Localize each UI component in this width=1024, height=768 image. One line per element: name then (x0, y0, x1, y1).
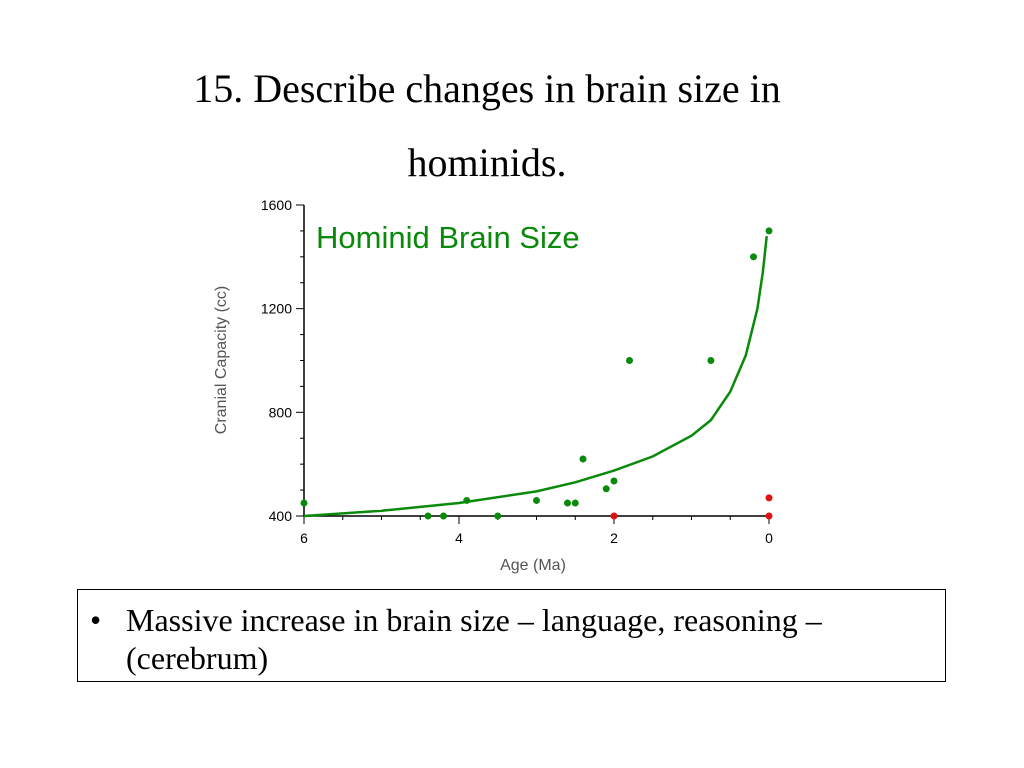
chart-title: Hominid Brain Size (316, 220, 580, 255)
points-layer (300, 227, 773, 520)
green-data-point (750, 253, 757, 261)
green-data-point (533, 496, 540, 504)
green-data-point (707, 357, 715, 364)
bullet-mark: • (90, 602, 102, 638)
y-axis-label: Cranial Capacity (cc) (213, 286, 230, 434)
y-tick-label: 1200 (261, 301, 292, 317)
red-data-point (765, 512, 773, 520)
green-data-point (579, 455, 587, 463)
green-data-point (494, 512, 502, 520)
green-data-point (440, 512, 447, 520)
x-axis-label: Age (Ma) (500, 557, 566, 574)
red-data-point (765, 494, 773, 502)
x-tick-label: 6 (300, 530, 308, 546)
slide-title-line-2: hominids. (407, 140, 567, 185)
slide-title-line-1: 15. Describe changes in brain size in (193, 66, 781, 111)
hominid-brain-size-chart: Hominid Brain Size Cranial Capacity (cc)… (213, 197, 773, 574)
green-data-point (765, 227, 773, 235)
y-tick-label: 1600 (261, 197, 292, 213)
green-data-point (463, 496, 471, 504)
bullet-text: Massive increase in brain size – languag… (126, 602, 822, 676)
slide-title: 15. Describe changes in brain size in ho… (0, 52, 974, 200)
red-data-point (610, 512, 618, 520)
green-data-point (300, 499, 308, 507)
bullet-box: • Massive increase in brain size – langu… (77, 589, 946, 682)
x-tick-label: 2 (610, 530, 618, 546)
y-tick-label: 800 (269, 404, 293, 420)
green-data-point (424, 512, 432, 520)
green-data-point (564, 499, 571, 507)
green-data-point (610, 477, 618, 485)
x-tick-label: 4 (455, 530, 463, 546)
y-tick-label: 400 (269, 508, 293, 524)
trend-curve (303, 235, 768, 518)
trend-layer (303, 235, 768, 518)
green-data-point (602, 485, 610, 493)
chart-axes: 400 800 1200 1600 6 4 2 0 (261, 197, 773, 546)
green-data-point (626, 357, 633, 364)
x-tick-label: 0 (765, 530, 773, 546)
green-data-point (571, 499, 579, 507)
